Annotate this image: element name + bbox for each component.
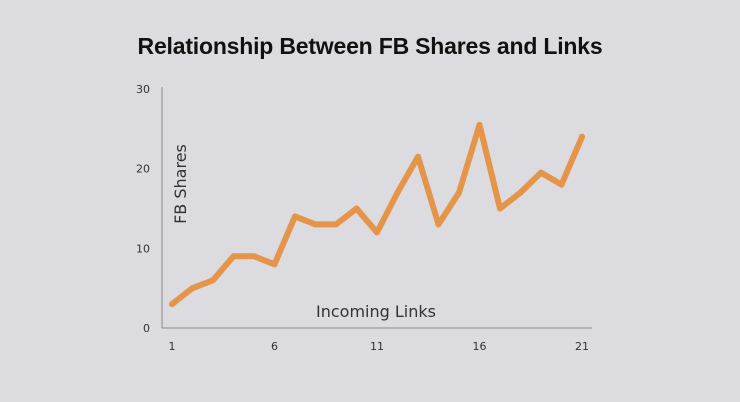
x-axis-label: Incoming Links [316,302,436,321]
data-point-3 [210,277,216,284]
data-point-15 [456,189,462,196]
data-point-7 [292,213,298,220]
data-point-13 [415,153,421,160]
series-line-0 [169,121,585,308]
y-tick-label-0: 0 [143,322,150,335]
data-point-11 [374,229,380,236]
data-point-1 [169,301,175,308]
data-point-16 [476,121,483,128]
y-axis-label: FB Shares [171,144,190,224]
data-point-17 [497,205,503,212]
data-point-2 [189,285,196,292]
data-point-12 [394,189,401,196]
data-point-20 [558,181,565,188]
data-point-4 [230,253,237,260]
data-point-5 [251,253,257,260]
data-point-6 [271,261,278,268]
y-tick-label-30: 30 [136,83,150,96]
data-point-10 [353,205,360,212]
data-point-14 [435,221,442,228]
data-point-9 [333,221,339,228]
x-tick-label-1: 1 [169,340,176,353]
data-point-21 [579,133,585,140]
x-tick-label-21: 21 [575,340,589,353]
chart-title: Relationship Between FB Shares and Links [137,33,603,59]
y-tick-label-10: 10 [136,242,150,255]
x-tick-label-11: 11 [370,340,384,353]
data-point-18 [517,189,524,196]
y-tick-label-20: 20 [136,163,150,176]
data-point-8 [312,221,319,228]
x-tick-label-6: 6 [271,340,278,353]
data-point-19 [538,169,544,176]
x-tick-label-16: 16 [473,340,487,353]
